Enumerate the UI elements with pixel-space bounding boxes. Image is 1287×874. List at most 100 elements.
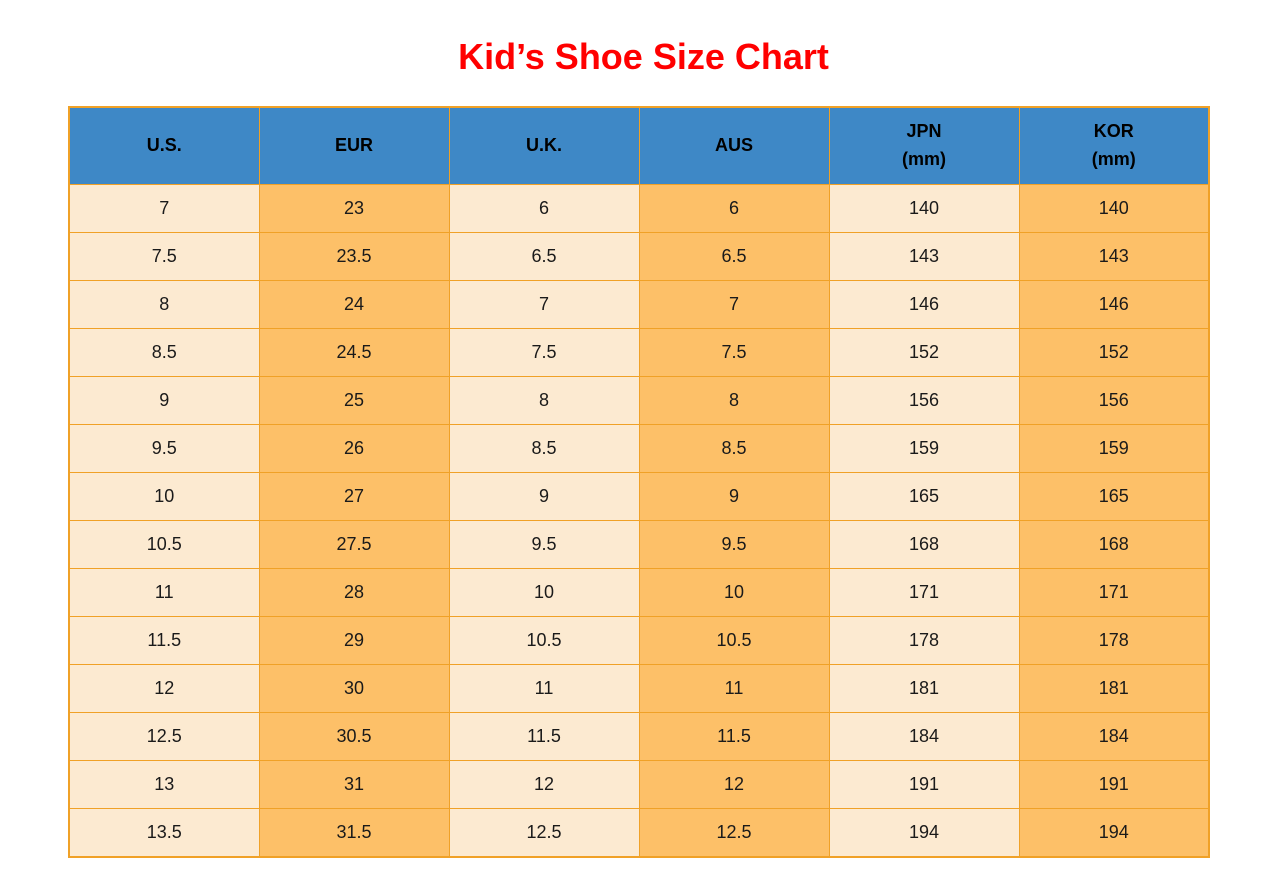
table-cell: 30.5 [258,712,450,761]
table-header: U.S. EUR U.K. AUS JPN (mm) KOR (mm) [68,106,1210,185]
table-cell: 184 [828,712,1020,761]
table-cell: 7 [638,280,830,329]
shoe-size-table: U.S. EUR U.K. AUS JPN (mm) KOR (mm) 7 23 6 6 140 140… [68,106,1210,858]
column-header-label: KOR [1093,121,1134,142]
table-row: 9 25 8 8 156 156 [68,376,1210,425]
column-header-u-s: U.S. [68,106,260,185]
table-cell: 27 [258,472,450,521]
table-cell: 146 [828,280,1020,329]
table-cell: 184 [1018,712,1210,761]
table-cell: 9.5 [448,520,640,569]
table-cell: 10.5 [448,616,640,665]
table-cell: 156 [1018,376,1210,425]
table-cell: 27.5 [258,520,450,569]
column-header-eur: EUR [258,106,450,185]
table-cell: 10 [68,472,260,521]
table-cell: 194 [828,808,1020,858]
table-cell: 9 [448,472,640,521]
table-cell: 28 [258,568,450,617]
table-cell: 156 [828,376,1020,425]
table-cell: 12.5 [68,712,260,761]
table-cell: 140 [828,184,1020,233]
table-cell: 11 [448,664,640,713]
table-cell: 140 [1018,184,1210,233]
table-cell: 8 [68,280,260,329]
table-cell: 8.5 [68,328,260,377]
column-header-jpn: JPN (mm) [828,106,1020,185]
table-cell: 12 [638,760,830,809]
column-header-subtitle: (mm) [902,149,946,169]
table-cell: 194 [1018,808,1210,858]
table-row: 8 24 7 7 146 146 [68,280,1210,329]
table-cell: 8.5 [638,424,830,473]
table-cell: 168 [828,520,1020,569]
table-row: 12.5 30.5 11.5 11.5 184 184 [68,712,1210,761]
table-cell: 11.5 [638,712,830,761]
table-cell: 8 [638,376,830,425]
table-row: 11.5 29 10.5 10.5 178 178 [68,616,1210,665]
column-header-subtitle: (mm) [1091,149,1136,169]
header-row: U.S. EUR U.K. AUS JPN (mm) KOR (mm) [68,106,1210,185]
table-cell: 191 [1018,760,1210,809]
table-cell: 10 [448,568,640,617]
table-cell: 26 [258,424,450,473]
table-cell: 165 [1018,472,1210,521]
table-cell: 191 [828,760,1020,809]
table-cell: 11 [68,568,260,617]
page-title: Kid’s Shoe Size Chart [458,36,829,77]
table-cell: 12 [68,664,260,713]
table-row: 7 23 6 6 140 140 [68,184,1210,233]
column-header-label: AUS [714,135,753,156]
table-cell: 178 [1018,616,1210,665]
table-row: 10.5 27.5 9.5 9.5 168 168 [68,520,1210,569]
table-cell: 10 [638,568,830,617]
table-cell: 146 [1018,280,1210,329]
table-cell: 9.5 [638,520,830,569]
table-cell: 10.5 [68,520,260,569]
table-cell: 12.5 [448,808,640,858]
table-cell: 11.5 [448,712,640,761]
table-cell: 6.5 [448,232,640,281]
table-cell: 6.5 [638,232,830,281]
table-cell: 168 [1018,520,1210,569]
table-cell: 7.5 [638,328,830,377]
table-cell: 165 [828,472,1020,521]
table-cell: 152 [1018,328,1210,377]
column-header-label: U.S. [146,135,182,156]
column-header-kor: KOR (mm) [1018,106,1210,185]
column-header-label: U.K. [526,135,562,156]
table-row: 8.5 24.5 7.5 7.5 152 152 [68,328,1210,377]
table-cell: 178 [828,616,1020,665]
table-row: 10 27 9 9 165 165 [68,472,1210,521]
table-cell: 7.5 [448,328,640,377]
table-cell: 9.5 [68,424,260,473]
table-cell: 171 [1018,568,1210,617]
table-cell: 11.5 [68,616,260,665]
table-cell: 159 [1018,424,1210,473]
table-cell: 25 [258,376,450,425]
table-cell: 143 [1018,232,1210,281]
table-cell: 12 [448,760,640,809]
table-row: 13.5 31.5 12.5 12.5 194 194 [68,808,1210,858]
column-header-label: EUR [334,135,373,156]
table-row: 11 28 10 10 171 171 [68,568,1210,617]
column-header-u-k: U.K. [448,106,640,185]
table-cell: 181 [1018,664,1210,713]
table-cell: 9 [68,376,260,425]
table-cell: 152 [828,328,1020,377]
table-cell: 7 [448,280,640,329]
table-row: 13 31 12 12 191 191 [68,760,1210,809]
table-row: 7.5 23.5 6.5 6.5 143 143 [68,232,1210,281]
table-cell: 23.5 [258,232,450,281]
table-cell: 31 [258,760,450,809]
column-header-aus: AUS [638,106,830,185]
table-cell: 31.5 [258,808,450,858]
table-cell: 6 [638,184,830,233]
table-cell: 7.5 [68,232,260,281]
table-row: 9.5 26 8.5 8.5 159 159 [68,424,1210,473]
table-cell: 13.5 [68,808,260,858]
table-cell: 13 [68,760,260,809]
table-cell: 11 [638,664,830,713]
table-cell: 6 [448,184,640,233]
